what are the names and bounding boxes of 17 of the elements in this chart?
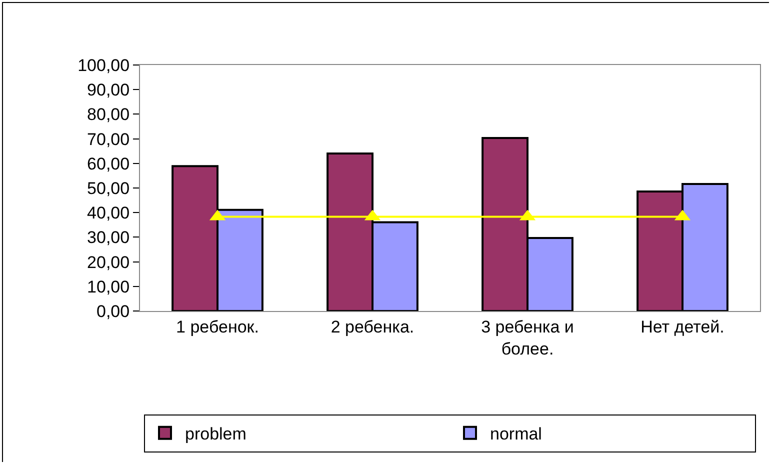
y-tick-label: 30,00 bbox=[87, 228, 130, 248]
y-tick-label: 70,00 bbox=[87, 130, 130, 149]
y-tick-label: 100,00 bbox=[78, 56, 130, 75]
y-tick-label: 20,00 bbox=[87, 252, 130, 272]
legend-label: normal bbox=[490, 424, 542, 444]
x-tick-label: 1 ребенок. bbox=[176, 317, 259, 336]
y-tick-label: 60,00 bbox=[87, 154, 130, 174]
y-tick-label: 90,00 bbox=[87, 80, 130, 100]
y-tick-label: 80,00 bbox=[87, 105, 130, 124]
y-tick-label: 40,00 bbox=[87, 204, 130, 223]
legend-label: problem bbox=[185, 424, 246, 444]
y-tick-label: 0,00 bbox=[96, 302, 130, 321]
x-tick-label: Нет детей. bbox=[640, 317, 724, 336]
x-tick-label: 3 ребенка и более. bbox=[481, 317, 574, 358]
x-tick-label: 2 ребенка. bbox=[330, 317, 414, 336]
y-tick-label: 50,00 bbox=[87, 178, 130, 198]
y-tick-label: 10,00 bbox=[87, 277, 130, 296]
